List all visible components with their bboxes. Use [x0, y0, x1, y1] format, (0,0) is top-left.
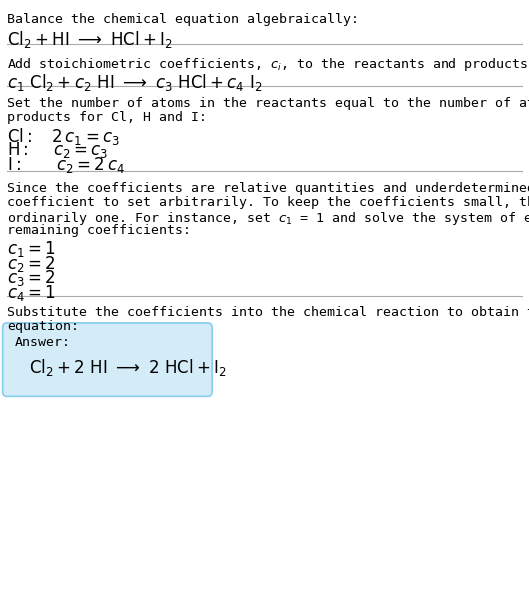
Text: ordinarily one. For instance, set $c_1$ = 1 and solve the system of equations fo: ordinarily one. For instance, set $c_1$ … — [7, 210, 529, 227]
Text: remaining coefficients:: remaining coefficients: — [7, 224, 191, 237]
Text: $\mathrm{H{:}}\ \ \ \ c_2 = c_3$: $\mathrm{H{:}}\ \ \ \ c_2 = c_3$ — [7, 140, 108, 160]
Text: Answer:: Answer: — [15, 336, 71, 348]
Text: coefficient to set arbitrarily. To keep the coefficients small, the arbitrary va: coefficient to set arbitrarily. To keep … — [7, 196, 529, 209]
FancyBboxPatch shape — [3, 323, 212, 396]
Text: Balance the chemical equation algebraically:: Balance the chemical equation algebraica… — [7, 13, 359, 26]
Text: Since the coefficients are relative quantities and underdetermined, choose a: Since the coefficients are relative quan… — [7, 182, 529, 195]
Text: $c_2 = 2$: $c_2 = 2$ — [7, 254, 56, 274]
Text: $\mathrm{Cl_2 + HI\ \longrightarrow\ HCl + I_2}$: $\mathrm{Cl_2 + HI\ \longrightarrow\ HCl… — [7, 29, 172, 50]
Text: $c_3 = 2$: $c_3 = 2$ — [7, 268, 56, 288]
Text: Set the number of atoms in the reactants equal to the number of atoms in the: Set the number of atoms in the reactants… — [7, 97, 529, 110]
Text: products for Cl, H and I:: products for Cl, H and I: — [7, 111, 207, 124]
Text: Substitute the coefficients into the chemical reaction to obtain the balanced: Substitute the coefficients into the che… — [7, 306, 529, 319]
Text: equation:: equation: — [7, 320, 79, 333]
Text: $\mathrm{Cl{:}}\ \ \ 2\,c_1 = c_3$: $\mathrm{Cl{:}}\ \ \ 2\,c_1 = c_3$ — [7, 126, 120, 147]
Text: Add stoichiometric coefficients, $c_i$, to the reactants and products:: Add stoichiometric coefficients, $c_i$, … — [7, 56, 529, 73]
Text: $c_1\ \mathrm{Cl_2} + c_2\ \mathrm{HI}\ \longrightarrow\ c_3\ \mathrm{HCl} + c_4: $c_1\ \mathrm{Cl_2} + c_2\ \mathrm{HI}\ … — [7, 72, 262, 93]
Text: $\mathrm{I{:}}\ \ \ \ \ \ c_2 = 2\,c_4$: $\mathrm{I{:}}\ \ \ \ \ \ c_2 = 2\,c_4$ — [7, 155, 125, 175]
Text: $c_4 = 1$: $c_4 = 1$ — [7, 283, 56, 303]
Text: $c_1 = 1$: $c_1 = 1$ — [7, 239, 56, 259]
Text: $\mathrm{Cl_2 + 2\ HI\ \longrightarrow\ 2\ HCl + I_2}$: $\mathrm{Cl_2 + 2\ HI\ \longrightarrow\ … — [29, 357, 227, 378]
